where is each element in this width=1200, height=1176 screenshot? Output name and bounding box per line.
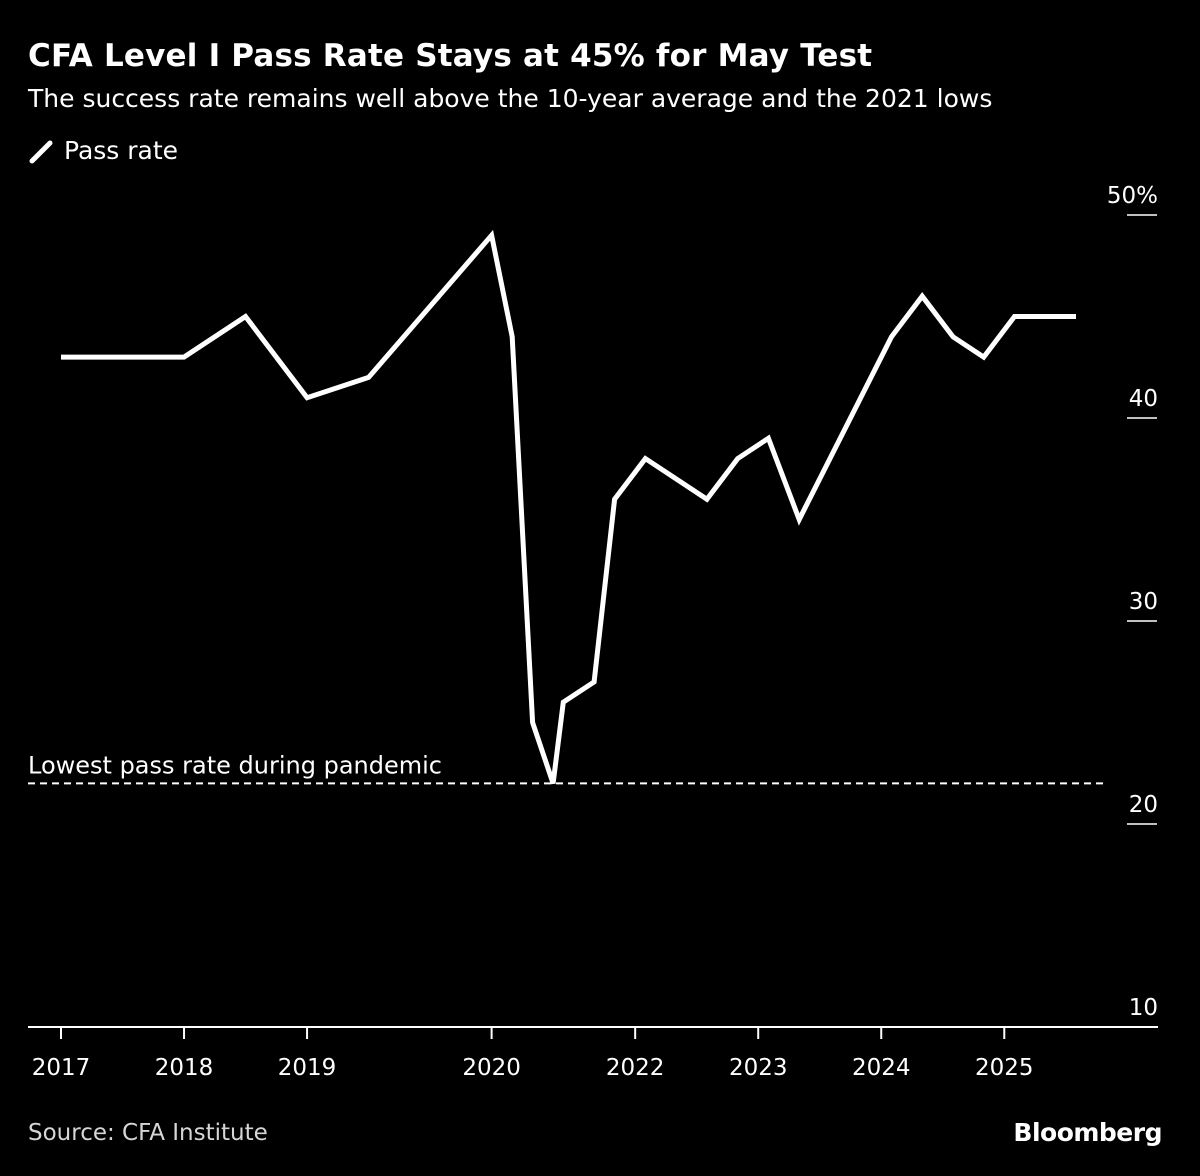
legend: Pass rate [28,136,178,165]
x-tick-label-2022: 2022 [606,1055,665,1081]
x-tick-label-2019: 2019 [278,1055,337,1081]
x-tick-label-2020: 2020 [462,1055,521,1081]
legend-label-pass-rate: Pass rate [64,136,179,165]
series-line-pass-rate [61,229,1076,785]
source-note: Source: CFA Institute [28,1120,268,1146]
legend-line-icon [29,140,53,163]
x-tick-label-2025: 2025 [975,1055,1034,1081]
y-tick-label-20: 20 [1129,792,1158,818]
y-tick-label-30: 30 [1129,589,1158,615]
chart-subtitle: The success rate remains well above the … [28,84,993,113]
reference-line-label: Lowest pass rate during pandemic [28,751,442,779]
y-tick-label-50%: 50% [1107,183,1158,209]
y-tick-label-40: 40 [1129,386,1158,412]
x-tick-label-2023: 2023 [729,1055,788,1081]
x-tick-label-2024: 2024 [852,1055,911,1081]
chart-title: CFA Level I Pass Rate Stays at 45% for M… [28,38,873,74]
y-tick-label-10: 10 [1129,995,1158,1021]
bloomberg-logo: Bloomberg [1013,1118,1162,1147]
x-tick-label-2017: 2017 [32,1055,91,1081]
x-tick-label-2018: 2018 [155,1055,214,1081]
